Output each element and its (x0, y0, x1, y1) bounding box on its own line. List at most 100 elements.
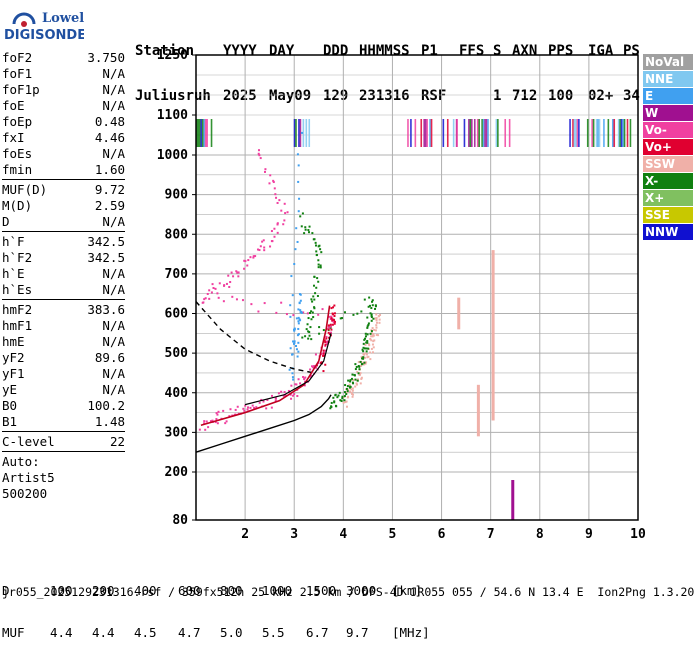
noise-column (203, 119, 205, 147)
echo-point (255, 406, 258, 409)
echo-point (329, 326, 332, 329)
echo-point (284, 394, 287, 397)
echo-point (360, 363, 363, 366)
noise-column (455, 119, 458, 147)
echo-point (308, 331, 311, 334)
header-value-11: 34 (623, 88, 640, 104)
echo-point (290, 384, 293, 387)
echo-point (317, 259, 320, 262)
echo-point (307, 317, 310, 320)
echo-point (351, 389, 354, 392)
echo-point (371, 343, 374, 346)
echo-point (333, 320, 336, 323)
echo-point (362, 361, 365, 364)
echo-point (222, 409, 225, 412)
echo-point (368, 296, 371, 299)
echo-point (292, 378, 295, 381)
echo-point (353, 374, 356, 377)
echo-point (313, 364, 316, 367)
echo-point (273, 235, 276, 238)
echo-point (338, 391, 341, 394)
echo-point (336, 396, 339, 399)
logo-arc-icon (12, 12, 36, 25)
echo-point (283, 202, 286, 205)
header-value-10: 02+ (588, 88, 614, 104)
echo-point (335, 405, 338, 408)
param-name: h`Es (2, 282, 33, 297)
param-name: C-level (2, 434, 55, 449)
echo-point (312, 295, 315, 298)
header-label-7: S (493, 43, 502, 59)
echo-point (377, 334, 380, 337)
echo-point (296, 355, 299, 358)
echo-point (293, 393, 296, 396)
noise-column (456, 119, 458, 147)
echo-point (292, 394, 295, 397)
echo-point (370, 335, 373, 338)
param-name: h`E (2, 266, 25, 281)
echo-point (313, 307, 316, 310)
echo-point (313, 238, 316, 241)
param-value: 2.59 (94, 198, 125, 213)
echo-point (293, 327, 296, 330)
echo-point (291, 367, 294, 370)
noise-column (198, 119, 201, 147)
noise-column (426, 119, 428, 147)
noise-columns (196, 119, 632, 520)
echo-point (356, 379, 359, 382)
echo-point (327, 331, 330, 334)
noise-column (487, 119, 489, 147)
y-tick-label: 600 (165, 307, 189, 322)
noise-column (423, 119, 425, 147)
legend-e: E (643, 88, 693, 104)
echo-point (322, 352, 325, 355)
echo-point (244, 404, 247, 407)
echo-point (361, 363, 364, 366)
echo-point (299, 299, 302, 302)
param-name: yE (2, 382, 18, 397)
echo-point (319, 361, 322, 364)
echo-column (476, 384, 480, 437)
echo-point (364, 337, 367, 340)
echo-point (311, 311, 314, 314)
echo-point (360, 310, 363, 313)
header-label-9: PPS (548, 43, 574, 59)
param-value: N/A (102, 66, 125, 81)
o-mode-trace (200, 305, 331, 427)
x-tick-label: 8 (536, 527, 544, 542)
echo-point (283, 219, 286, 222)
param-value: 342.5 (87, 234, 125, 249)
param-value: N/A (102, 282, 125, 297)
echo-point (371, 327, 374, 330)
echo-point (341, 395, 344, 398)
distance-cell-9: [km] (392, 583, 423, 598)
echo-point (374, 304, 377, 307)
echo-point (299, 382, 302, 385)
echo-point (292, 340, 295, 343)
echo-point (372, 340, 375, 343)
echo-point (204, 297, 207, 300)
echo-point (218, 282, 221, 285)
echo-point (314, 353, 317, 356)
noise-column (407, 119, 409, 147)
echo-point (345, 388, 348, 391)
echo-point (263, 302, 266, 305)
param-value: N/A (102, 98, 125, 113)
echo-point (262, 239, 265, 242)
legend-nne: NNE (643, 71, 693, 87)
echo-point (293, 340, 296, 343)
param-row: yE N/A (2, 382, 125, 398)
echo-point (371, 300, 374, 303)
noise-column (452, 119, 455, 147)
legend-noval: NoVal (643, 54, 693, 70)
polarization-legend: NoVal NNE E W Vo- Vo+ SSW X- X+ SSE NNW (643, 54, 693, 241)
echo-point (297, 316, 300, 319)
echo-point (360, 355, 363, 358)
echo-point (364, 332, 367, 335)
echo-point (334, 393, 337, 396)
echo-point (378, 318, 381, 321)
echo-point (282, 223, 285, 226)
echo-point (351, 392, 354, 395)
echo-point (363, 356, 366, 359)
x-tick-label: 4 (339, 527, 347, 542)
